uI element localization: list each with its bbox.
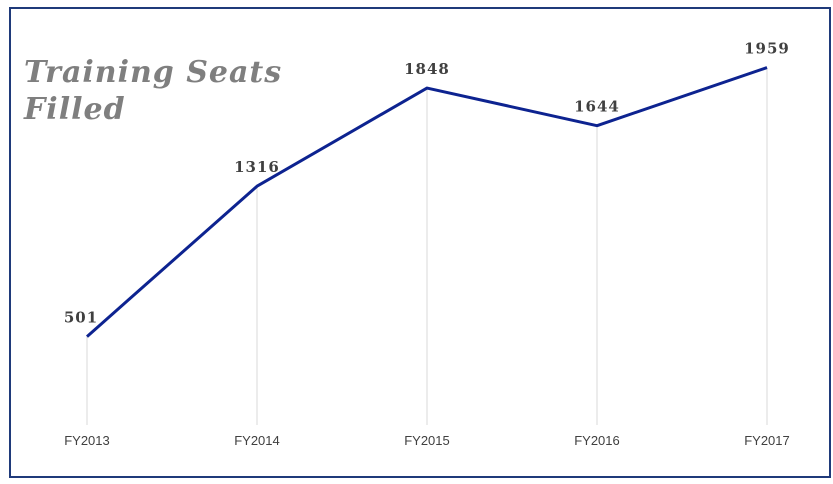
x-tick-label: FY2016 [574, 433, 620, 448]
x-tick-label: FY2015 [404, 433, 450, 448]
x-tick-label: FY2013 [64, 433, 110, 448]
data-label: 1316 [234, 158, 280, 176]
x-tick-label: FY2017 [744, 433, 790, 448]
chart-title: Training Seats Filled [24, 55, 283, 127]
data-label: 1848 [404, 60, 450, 78]
series-line [86, 66, 768, 338]
data-label: 501 [64, 309, 98, 327]
frame [9, 7, 831, 478]
data-label: 1959 [744, 40, 790, 58]
data-label: 1644 [574, 98, 620, 116]
x-tick-label: FY2014 [234, 433, 280, 448]
